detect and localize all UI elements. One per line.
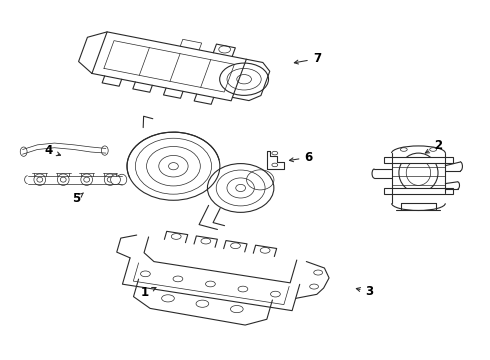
Bar: [384, 188, 453, 194]
Text: 1: 1: [141, 287, 156, 300]
Text: 6: 6: [290, 151, 313, 164]
Bar: [384, 157, 453, 163]
Text: 2: 2: [425, 139, 442, 153]
Text: 3: 3: [356, 285, 374, 298]
Text: 7: 7: [294, 52, 321, 65]
Text: 5: 5: [73, 192, 83, 205]
Ellipse shape: [111, 175, 121, 185]
Text: 4: 4: [45, 144, 61, 157]
